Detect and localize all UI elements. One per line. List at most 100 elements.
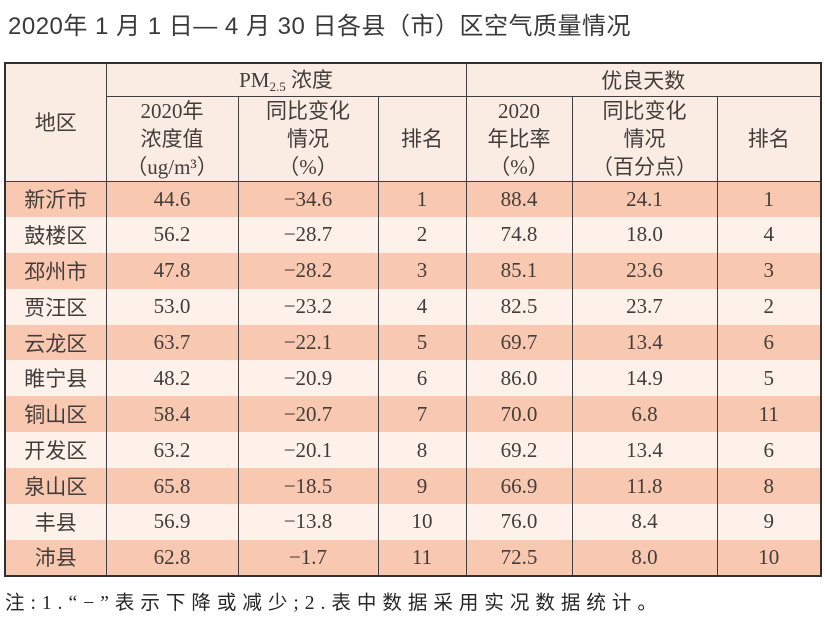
- cell-region: 睢宁县: [4, 360, 107, 397]
- cell-ratio: 85.1: [465, 252, 573, 289]
- pm25-prefix: PM: [239, 68, 270, 93]
- cell-ratio-rank: 6: [716, 324, 822, 361]
- header-sub-row: 2020年 浓度值 （ug/m³） 同比变化 情况 （%） 排名 2020 年比…: [5, 96, 822, 182]
- cell-pm-change: −20.9: [237, 360, 379, 397]
- pm25-suffix: 浓度: [285, 68, 333, 93]
- table-row-泉山区: 泉山区 65.8 −18.5 9 66.9 11.8 8: [4, 468, 822, 505]
- cell-pm-rank: 8: [377, 432, 467, 469]
- cell-pm-change: −13.8: [237, 504, 379, 540]
- cell-pm-change: −1.7: [237, 539, 379, 576]
- cell-pm-rank: 1: [377, 181, 467, 217]
- cell-pm-rank: 10: [377, 504, 467, 540]
- cell-pm-value: 53.0: [105, 288, 239, 325]
- cell-ratio-change: 24.1: [571, 181, 718, 217]
- cell-ratio-rank: 9: [716, 504, 822, 540]
- table-row-鼓楼区: 鼓楼区 56.2 −28.7 2 74.8 18.0 4: [4, 216, 822, 253]
- col-header-region: 地区: [4, 63, 107, 182]
- cell-pm-value: 48.2: [105, 360, 239, 397]
- cell-ratio-rank: 8: [716, 468, 822, 505]
- cell-ratio: 76.0: [465, 504, 573, 540]
- cell-pm-rank: 9: [377, 468, 467, 505]
- table-body: 新沂市 44.6 −34.6 1 88.4 24.1 1 鼓楼区 56.2 −28.7 2 74.8 1…: [4, 181, 822, 576]
- cell-ratio: 66.9: [465, 468, 573, 505]
- page-title: 2020年 1 月 1 日— 4 月 30 日各县（市）区空气质量情况: [8, 13, 631, 40]
- cell-ratio-change: 13.4: [571, 432, 718, 469]
- col-header-pm-rank: 排名: [377, 96, 467, 182]
- cell-pm-rank: 3: [377, 252, 467, 289]
- cell-ratio: 88.4: [465, 181, 573, 217]
- col-group-good-days: 优良天数: [465, 63, 822, 97]
- cell-ratio: 72.5: [465, 539, 573, 576]
- cell-region: 云龙区: [4, 324, 107, 361]
- cell-region: 贾汪区: [4, 288, 107, 325]
- col-header-ratio: 2020 年比率 （%）: [465, 96, 573, 182]
- cell-region: 丰县: [4, 504, 107, 540]
- cell-pm-change: −18.5: [237, 468, 379, 505]
- cell-pm-rank: 6: [377, 360, 467, 397]
- table-row-丰县: 丰县 56.9 −13.8 10 76.0 8.4 9: [4, 504, 822, 540]
- cell-pm-change: −22.1: [237, 324, 379, 361]
- table-row-开发区: 开发区 63.2 −20.1 8 69.2 13.4 6: [4, 432, 822, 469]
- cell-ratio-rank: 4: [716, 216, 822, 253]
- cell-ratio-rank: 6: [716, 432, 822, 469]
- cell-pm-change: −28.7: [237, 216, 379, 253]
- cell-ratio-change: 23.7: [571, 288, 718, 325]
- cell-pm-rank: 4: [377, 288, 467, 325]
- col-header-ratio-change: 同比变化 情况 （百分点）: [571, 96, 718, 182]
- cell-ratio-change: 11.8: [571, 468, 718, 505]
- cell-region: 开发区: [4, 432, 107, 469]
- pm25-subscript: 2.5: [269, 79, 286, 95]
- cell-ratio-rank: 11: [716, 396, 822, 433]
- cell-pm-value: 56.9: [105, 504, 239, 540]
- cell-region: 泉山区: [4, 468, 107, 505]
- col-header-pm-value: 2020年 浓度值 （ug/m³）: [105, 96, 239, 182]
- col-header-ratio-rank: 排名: [716, 96, 822, 182]
- cell-ratio-change: 8.4: [571, 504, 718, 540]
- col-group-pm25: PM2.5 浓度: [105, 63, 467, 97]
- header-group-row: 地区 PM2.5 浓度 优良天数: [4, 63, 822, 182]
- cell-ratio: 86.0: [465, 360, 573, 397]
- cell-ratio-rank: 3: [716, 252, 822, 289]
- cell-ratio-rank: 5: [716, 360, 822, 397]
- cell-ratio-change: 14.9: [571, 360, 718, 397]
- cell-pm-change: −20.7: [237, 396, 379, 433]
- cell-ratio: 82.5: [465, 288, 573, 325]
- col-header-pm-change: 同比变化 情况 （%）: [237, 96, 379, 182]
- cell-pm-value: 63.2: [105, 432, 239, 469]
- cell-region: 鼓楼区: [4, 216, 107, 253]
- cell-pm-rank: 2: [377, 216, 467, 253]
- cell-pm-value: 56.2: [105, 216, 239, 253]
- cell-ratio: 70.0: [465, 396, 573, 433]
- table-row-云龙区: 云龙区 63.7 −22.1 5 69.7 13.4 6: [4, 324, 822, 361]
- table-row-沛县: 沛县 62.8 −1.7 11 72.5 8.0 10: [4, 539, 822, 576]
- cell-pm-rank: 11: [377, 539, 467, 576]
- cell-ratio: 74.8: [465, 216, 573, 253]
- cell-pm-change: −34.6: [237, 181, 379, 217]
- cell-ratio-change: 13.4: [571, 324, 718, 361]
- cell-pm-value: 44.6: [105, 181, 239, 217]
- cell-region: 邳州市: [4, 252, 107, 289]
- cell-pm-change: −28.2: [237, 252, 379, 289]
- cell-region: 新沂市: [4, 181, 107, 217]
- cell-region: 铜山区: [4, 396, 107, 433]
- cell-ratio-change: 8.0: [571, 539, 718, 576]
- table-header: 地区 PM2.5 浓度 优良天数 2020年 浓度值 （ug/m³） 同比变化 …: [4, 63, 822, 182]
- cell-ratio-change: 6.8: [571, 396, 718, 433]
- footnote: 注:1.“−”表示下降或减少;2.表中数据采用实况数据统计。: [5, 593, 663, 614]
- cell-pm-value: 65.8: [105, 468, 239, 505]
- table-row-新沂市: 新沂市 44.6 −34.6 1 88.4 24.1 1: [4, 181, 822, 217]
- cell-ratio-change: 18.0: [571, 216, 718, 253]
- cell-ratio: 69.2: [465, 432, 573, 469]
- cell-region: 沛县: [4, 539, 107, 576]
- cell-ratio: 69.7: [465, 324, 573, 361]
- cell-pm-rank: 5: [377, 324, 467, 361]
- cell-pm-value: 63.7: [105, 324, 239, 361]
- table-row-贾汪区: 贾汪区 53.0 −23.2 4 82.5 23.7 2: [4, 288, 822, 325]
- cell-pm-change: −23.2: [237, 288, 379, 325]
- table-row-邳州市: 邳州市 47.8 −28.2 3 85.1 23.6 3: [4, 252, 822, 289]
- cell-pm-value: 47.8: [105, 252, 239, 289]
- cell-ratio-change: 23.6: [571, 252, 718, 289]
- cell-ratio-rank: 1: [716, 181, 822, 217]
- table-row-睢宁县: 睢宁县 48.2 −20.9 6 86.0 14.9 5: [4, 360, 822, 397]
